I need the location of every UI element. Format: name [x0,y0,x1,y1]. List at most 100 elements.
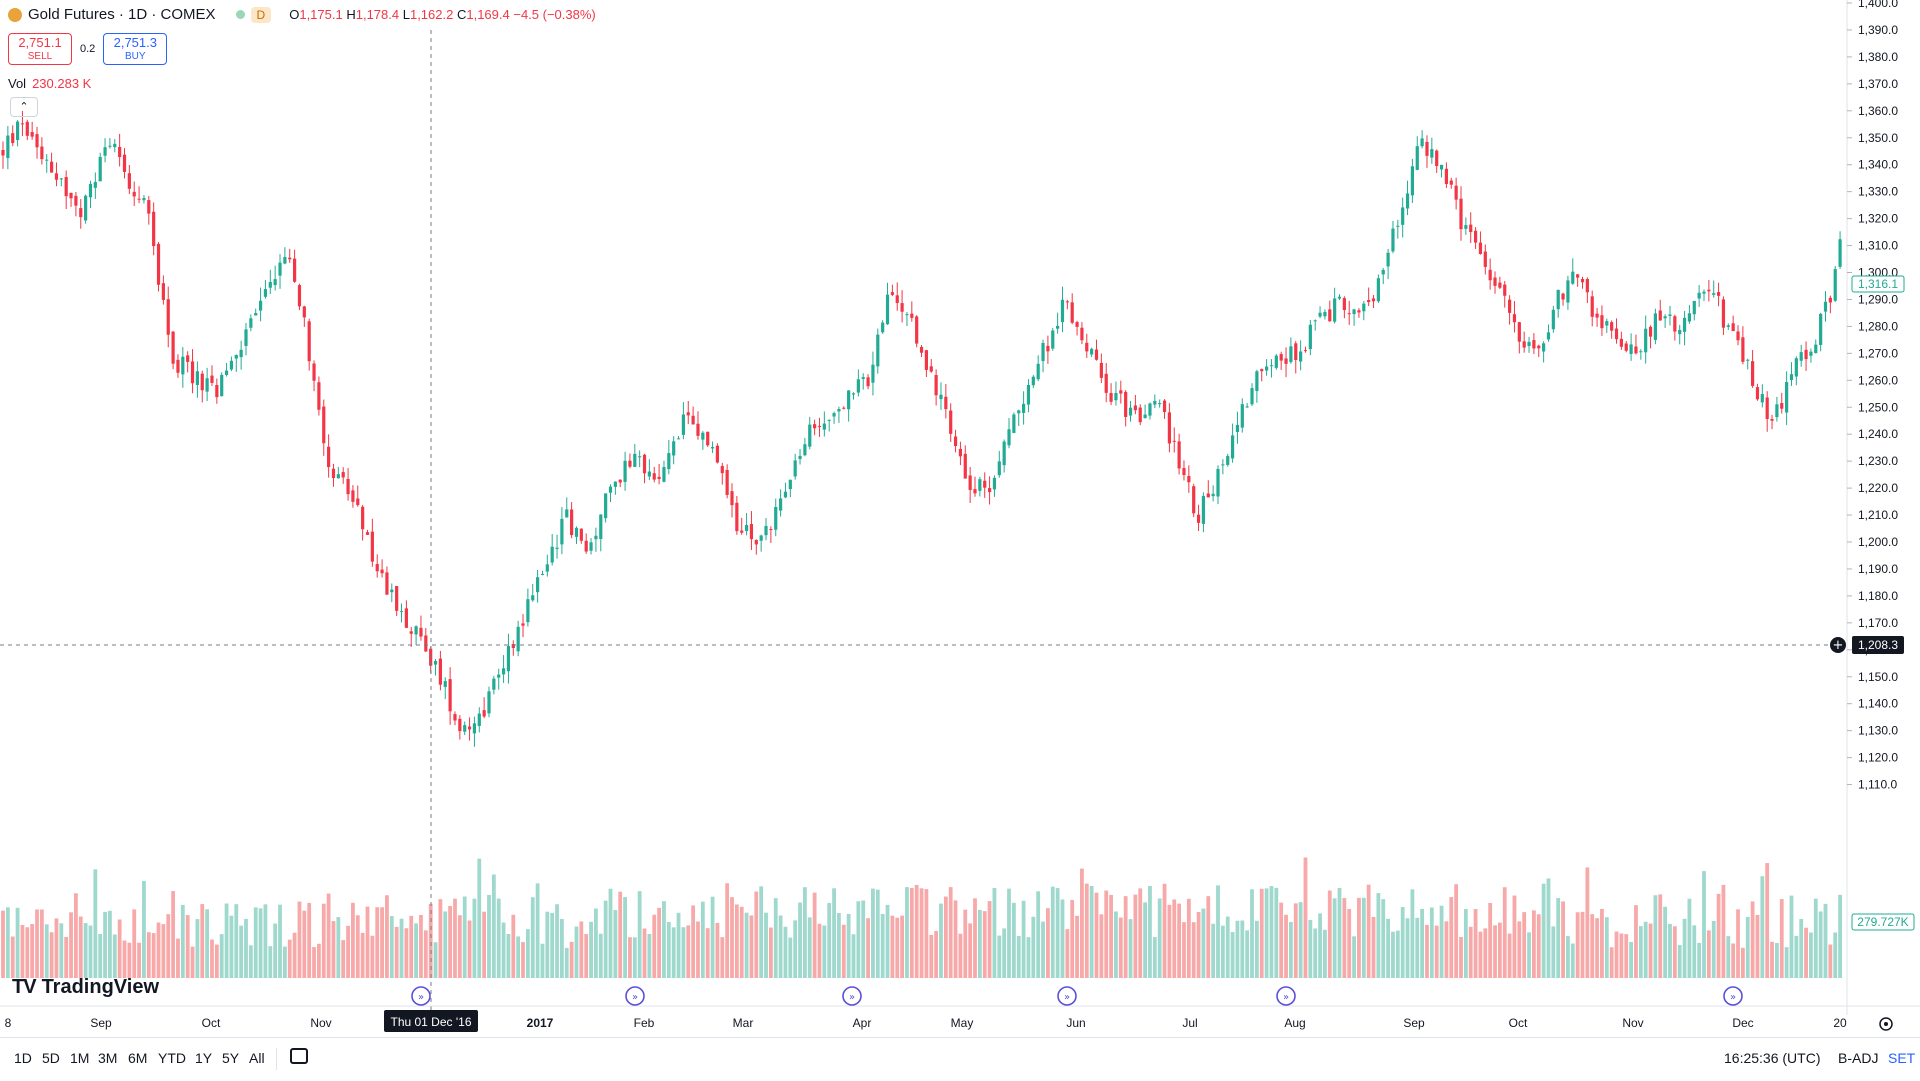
candle-body [1065,301,1069,303]
candle-body [1007,429,1011,446]
gold-symbol-icon [8,7,22,22]
tradingview-logo: TV TradingView [12,976,159,999]
volume-bar [239,925,244,978]
candle-body [385,572,389,595]
range-5d[interactable]: 5D [42,1050,60,1066]
symbol-title[interactable]: Gold Futures · 1D · COMEX [28,6,216,23]
candle-body [1828,297,1832,303]
volume-bar [1507,933,1512,978]
volume-bar [1522,912,1527,978]
volume-bar [958,933,963,978]
time-tick-label: Sep [1403,1016,1425,1030]
volume-bar [112,934,117,978]
volume-bar [1794,935,1799,978]
candle-body [1469,224,1473,233]
volume-bar [525,929,530,978]
session-toggle[interactable]: SET [1888,1050,1916,1066]
candle-body [1634,346,1638,354]
candle-body [1308,324,1312,350]
volume-bar [1813,898,1818,978]
calendar-goto-icon[interactable] [290,1048,308,1064]
volume-bar [1823,903,1828,978]
price-tick-label: 1,140.0 [1858,697,1898,711]
candle-body [817,425,822,427]
volume-bar [433,942,438,978]
chart-canvas[interactable]: 1,110.01,120.01,130.01,140.01,150.01,160… [0,0,1920,1037]
volume-bar [749,915,754,978]
candle-body [414,626,418,635]
volume-bar [1517,921,1522,978]
last-price-box [1851,275,1905,293]
volume-bar [171,891,175,978]
candle-body [1624,343,1628,351]
candle-body [1017,410,1021,414]
volume-bar [1240,920,1245,978]
volume-bar [1566,936,1570,978]
volume-bar [30,924,35,978]
candle-body [297,285,302,307]
volume-bar [924,889,929,978]
volume-bar [1512,895,1517,978]
range-1m[interactable]: 1M [70,1050,90,1066]
candle-body [924,350,928,370]
volume-bar [705,928,710,978]
volume-bar [414,923,418,978]
volume-bar [1405,918,1410,978]
volume-bar [1434,925,1439,978]
candle-body [1318,312,1322,317]
candle-body [1687,313,1692,322]
volume-bar [1065,929,1070,978]
volume-bar [1104,890,1109,978]
candle-body [813,424,817,429]
volume-bar [1672,926,1677,978]
candle-body [978,479,982,491]
volume-legend-label: Vol [8,76,27,91]
range-1y[interactable]: 1Y [195,1050,213,1066]
volume-bar [730,897,734,978]
range-3m[interactable]: 3M [98,1050,118,1066]
candle-body [1702,291,1706,294]
volume-bar [1429,907,1434,978]
candle-body [331,468,336,479]
candle-body [166,299,170,335]
candle-body [949,410,953,434]
volume-bar [64,936,69,978]
volume-bar [200,904,205,978]
utc-clock[interactable]: 16:25:36 (UTC) [1724,1050,1821,1066]
range-all[interactable]: All [249,1050,265,1066]
dividend-event-icon [1723,986,1743,1006]
volume-bar [1702,871,1706,978]
volume-bar [1313,928,1318,978]
volume-bar [331,921,336,978]
candle-body [1473,230,1478,243]
volume-bar [1420,908,1425,978]
volume-bar [803,887,807,978]
candle-body [1162,400,1167,413]
volume-bar [1556,898,1561,978]
buy-button[interactable]: 2,751.3 BUY [103,33,168,65]
candle-body [1401,207,1405,225]
time-tick-label: Jul [1182,1016,1197,1030]
adjustment-toggle[interactable]: B-ADJ [1838,1050,1879,1066]
collapse-legend-button[interactable]: ⌃ [10,97,38,117]
candle-body [1177,441,1181,469]
sell-price: 2,751.1 [18,35,62,50]
range-5y[interactable]: 5Y [222,1050,240,1066]
sell-button[interactable]: 2,751.1 SELL [8,33,72,65]
open-label: O [289,7,300,22]
candle-body [1809,351,1813,356]
volume-bar [1002,928,1007,978]
volume-bar [1604,917,1609,978]
volume-bar [618,891,623,978]
candle-body [152,211,156,247]
time-axis: 8 Sep Oct Nov 2017 Feb Mar Apr May Jun Jul Aug Sep Oc… [5,1016,1847,1030]
range-6m[interactable]: 6M [128,1050,148,1066]
candle-body [341,472,345,478]
volume-bar [253,907,258,978]
candle-body [589,542,593,551]
crosshair-plus-icon [1830,637,1846,653]
range-ytd[interactable]: YTD [158,1050,186,1066]
volume-bar [1,910,5,978]
volume-bar [793,920,798,978]
range-1d[interactable]: 1D [14,1050,32,1066]
